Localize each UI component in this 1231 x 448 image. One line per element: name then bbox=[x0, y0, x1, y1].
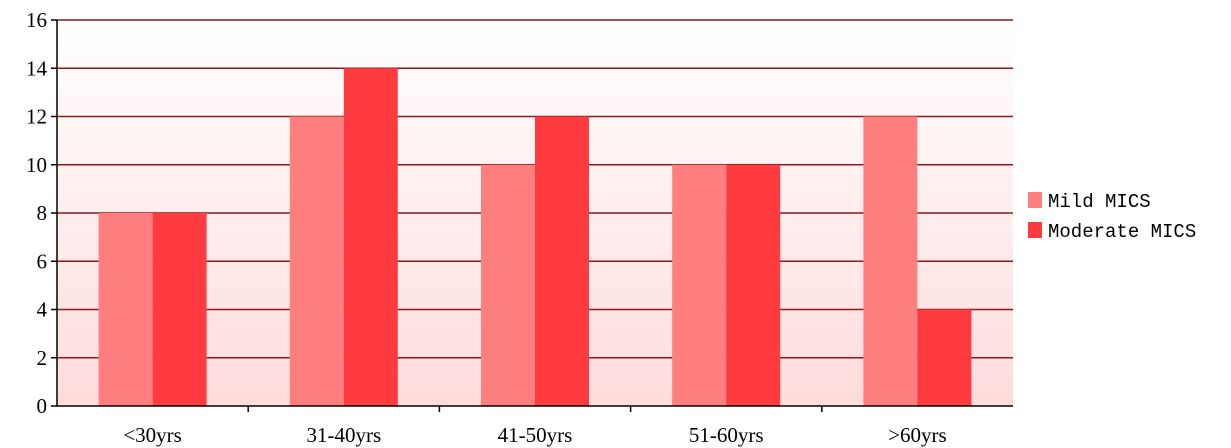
bar-moderate-mics bbox=[917, 309, 972, 406]
bar-mild-mics bbox=[863, 116, 918, 406]
legend-swatch bbox=[1028, 192, 1042, 208]
y-tick-label: 12 bbox=[26, 105, 47, 129]
legend-swatch bbox=[1028, 222, 1042, 238]
y-tick-label: 4 bbox=[37, 298, 48, 322]
y-axis-tick-labels: 0 2 4 6 8 10 12 14 16 bbox=[26, 8, 57, 418]
bar-moderate-mics bbox=[726, 164, 781, 406]
legend: Mild MICS Moderate MICS bbox=[1028, 191, 1196, 243]
legend-label: Mild MICS bbox=[1048, 191, 1151, 213]
x-axis-tick-labels: <30yrs 31-40yrs 41-50yrs 51-60yrs >60yrs bbox=[123, 406, 947, 447]
x-tick-label: <30yrs bbox=[123, 423, 182, 447]
y-tick-label: 14 bbox=[26, 56, 48, 80]
y-tick-label: 16 bbox=[26, 8, 47, 32]
bar-mild-mics bbox=[481, 164, 535, 406]
bars bbox=[98, 68, 972, 406]
x-tick-label: 31-40yrs bbox=[306, 423, 381, 447]
x-tick-label: 51-60yrs bbox=[689, 423, 764, 447]
bar-moderate-mics bbox=[343, 68, 398, 406]
legend-label: Moderate MICS bbox=[1048, 221, 1196, 243]
bar-mild-mics bbox=[672, 164, 727, 406]
bar-moderate-mics bbox=[535, 116, 589, 406]
bar-mild-mics bbox=[98, 213, 153, 406]
y-tick-label: 0 bbox=[37, 394, 48, 418]
y-tick-label: 6 bbox=[37, 249, 48, 273]
y-tick-label: 10 bbox=[26, 153, 47, 177]
y-tick-label: 2 bbox=[37, 346, 48, 370]
bar-moderate-mics bbox=[152, 213, 207, 406]
axes bbox=[56, 20, 1013, 407]
bar-mild-mics bbox=[289, 116, 344, 406]
y-tick-label: 8 bbox=[37, 201, 48, 225]
x-tick-label: >60yrs bbox=[888, 423, 947, 447]
x-tick-label: 41-50yrs bbox=[498, 423, 573, 447]
